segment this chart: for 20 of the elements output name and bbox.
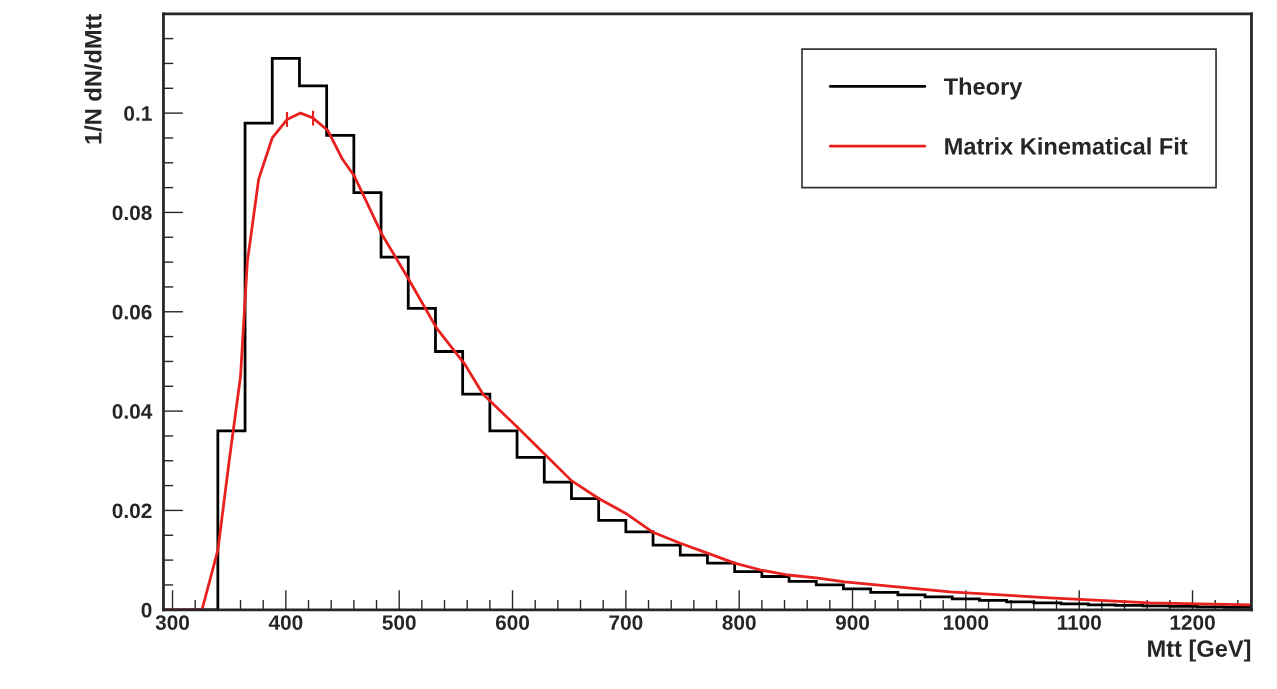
- x-tick-label: 1200: [1170, 615, 1215, 630]
- y-tick-label: 0.04: [112, 404, 153, 419]
- y-tick-label: 0.02: [112, 503, 152, 519]
- x-tick-label: 300: [155, 615, 190, 630]
- x-tick-label: 400: [268, 615, 303, 630]
- y-axis-title: 1/N dN/dMtt: [84, 14, 102, 144]
- x-tick-label: 1000: [944, 615, 989, 630]
- x-tick-label: 700: [609, 615, 643, 630]
- x-tick-label: 800: [722, 615, 756, 630]
- x-tick-label: 600: [495, 615, 530, 630]
- x-tick-label: 1100: [1057, 615, 1101, 630]
- x-tick-label: 900: [835, 615, 870, 630]
- legend-label: Matrix Kinematical Fit: [945, 137, 1188, 155]
- x-tick-label: 500: [382, 615, 416, 630]
- y-tick-label: 0.06: [112, 304, 152, 320]
- y-tick-label: 0.08: [112, 205, 152, 221]
- x-axis-title: Mtt [GeV]: [1148, 639, 1251, 662]
- y-tick-label: 0.1: [124, 106, 152, 121]
- y-tick-label: 0: [141, 602, 152, 618]
- legend-label: Theory: [943, 77, 1023, 100]
